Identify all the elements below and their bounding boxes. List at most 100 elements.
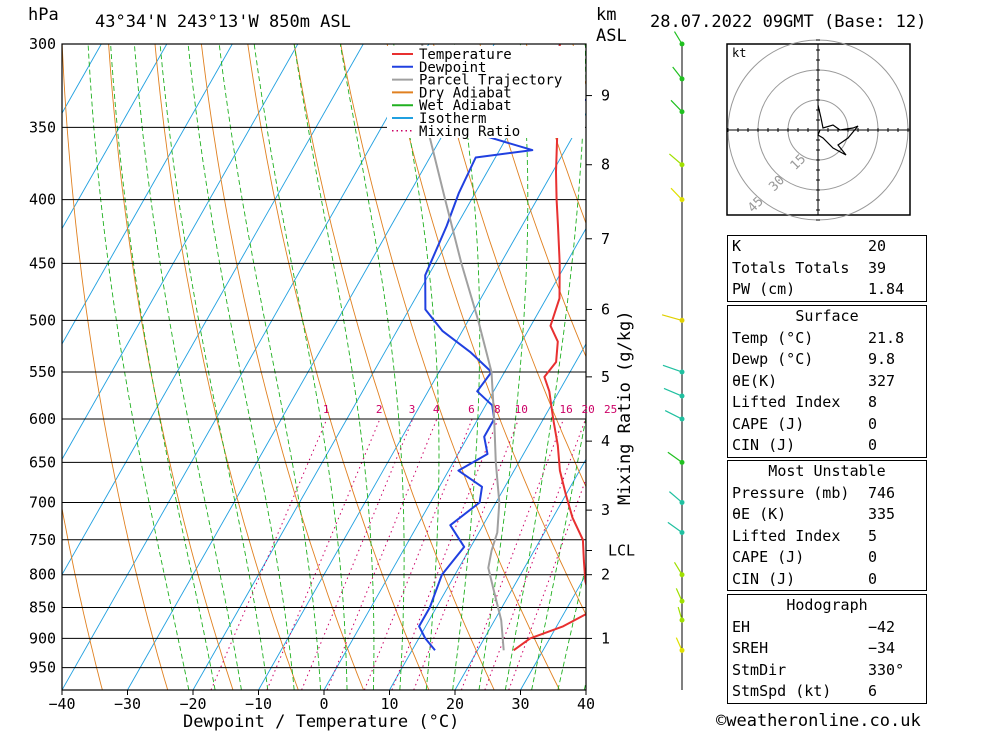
table-row-label: Totals Totals [732,258,850,277]
mixing-ratio-label: 16 [560,403,573,416]
wet-adiabat-line [159,44,269,690]
pressure-tick-label: 650 [29,453,56,471]
pressure-tick-label: 800 [29,566,56,584]
wind-barb-column [661,31,685,690]
mixing-ratio-label: 8 [494,403,501,416]
dewpoint-profile [418,98,586,651]
isotherm-line [323,227,586,690]
sounding-profiles [418,44,586,652]
surface-table: Surface Temp (°C) 21.8 Dewp (°C) 9.8 θE(K) 327… [727,305,927,458]
height-tick-labels: 9 8 7 6 5 4 3 LCL 2 1 [586,87,635,647]
dry-adiabat-line [293,44,495,690]
table-row-label: StmSpd (kt) [732,682,832,700]
table-row: Temp (°C) 21.8 [728,328,927,350]
isotherm-line [389,343,586,690]
wind-barb-dot [679,369,685,375]
table-row: Dewp (°C) 9.8 [728,349,927,371]
height-tick-label: 3 [601,501,610,519]
wind-barb [668,153,683,166]
dry-adiabat-line [62,44,169,690]
table-row-value: 39 [868,258,887,277]
dry-adiabat-line [386,44,586,616]
wind-barb-dot [679,416,685,422]
wind-barb [667,451,683,463]
height-tick-label: 7 [601,230,610,248]
table-row: θE (K) 335 [728,504,927,526]
pressure-tick-label: 850 [29,599,56,617]
mixing-ratio-line [301,418,414,690]
isobar-lines [62,43,586,669]
asl-label: ASL [596,26,627,46]
wind-barb-dot [679,530,685,536]
isotherm-line [62,44,168,230]
table-section-title: Surface [795,307,859,325]
table-row-label: θE (K) [732,505,787,523]
dry-adiabat-line [944,44,1000,690]
table-row-label: Temp (°C) [732,328,814,347]
wind-barb [670,99,683,113]
table-row-value: 0 [868,436,878,454]
wind-barb-dot [679,109,685,115]
pressure-tick-label: 950 [29,659,56,677]
wind-barb [661,314,683,321]
wet-adiabat-line [293,44,375,690]
pressure-tick-label: 750 [29,531,56,549]
mixing-ratio-label: 6 [468,403,475,416]
dry-adiabat-line [200,44,365,690]
isotherm-line [62,44,233,345]
table-row-label: SREH [732,639,769,657]
isotherm-line [520,573,586,690]
wet-adiabat-line [557,562,586,690]
dry-adiabat-line [991,44,1000,690]
wind-barb-dot [679,197,685,203]
mixing-ratio-labels: 1 2 3 4 6 8 10 16 20 25 [323,403,617,416]
mixing-ratio-label: 2 [376,403,383,416]
legend-label: Temperature [419,47,512,63]
wet-adiabat-line [452,44,481,690]
wet-adiabat-line [478,44,529,690]
wind-barb [662,364,683,373]
table-row-value: −34 [868,639,896,657]
temperature-tick-label: 40 [577,695,595,713]
wind-barb-dot [679,499,685,505]
table-row: θE(K) 327 [728,371,927,393]
parcel-trajectory-profile [421,44,505,651]
table-row-label: Pressure (mb) [732,483,850,502]
temperature-tick-label: 30 [511,695,529,713]
table-row-value: 335 [868,505,896,523]
legend-label: Dewpoint [419,60,486,76]
wind-barb [670,187,683,201]
mixing-ratio-line [326,418,438,690]
height-tick-label: 8 [601,156,610,174]
credit-text: ©weatheronline.co.uk [716,711,921,731]
isotherm-line [258,112,586,690]
mixing-ratio-line [484,418,586,690]
wind-barb [663,387,683,397]
table-row-value: 8 [868,393,878,411]
table-row-label: CAPE (J) [732,414,805,433]
temperature-tick-label: 10 [380,695,398,713]
wet-adiabat-line [393,44,440,690]
wet-adiabat-line [531,415,586,690]
table-row-value: 6 [868,682,878,700]
pressure-tick-label: 700 [29,493,56,511]
table-section-title: Hodograph [786,596,868,614]
mixing-ratio-label: 10 [515,403,528,416]
table-row: CAPE (J) 0 [728,414,927,436]
table-row-label: Lifted Index [732,393,841,411]
table-row-value: 5 [868,526,878,545]
mixing-ratio-label: 3 [409,403,416,416]
mixing-ratio-line [210,418,328,690]
wet-adiabat-line [504,44,586,690]
table-row-label: PW (cm) [732,280,796,298]
isotherm-line [62,44,299,461]
dry-adiabat-line [154,44,299,690]
wet-adiabat-line [218,44,322,690]
table-row: StmDir 330° [728,660,927,682]
wind-barb-dot [679,617,685,623]
pressure-tick-label: 600 [29,410,56,428]
table-section-row: Hodograph [728,595,927,617]
table-section-row: Surface [728,306,927,328]
